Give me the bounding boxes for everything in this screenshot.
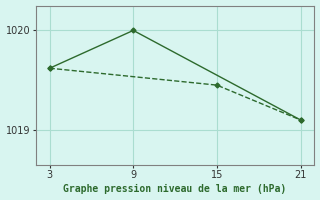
X-axis label: Graphe pression niveau de la mer (hPa): Graphe pression niveau de la mer (hPa) <box>63 184 287 194</box>
